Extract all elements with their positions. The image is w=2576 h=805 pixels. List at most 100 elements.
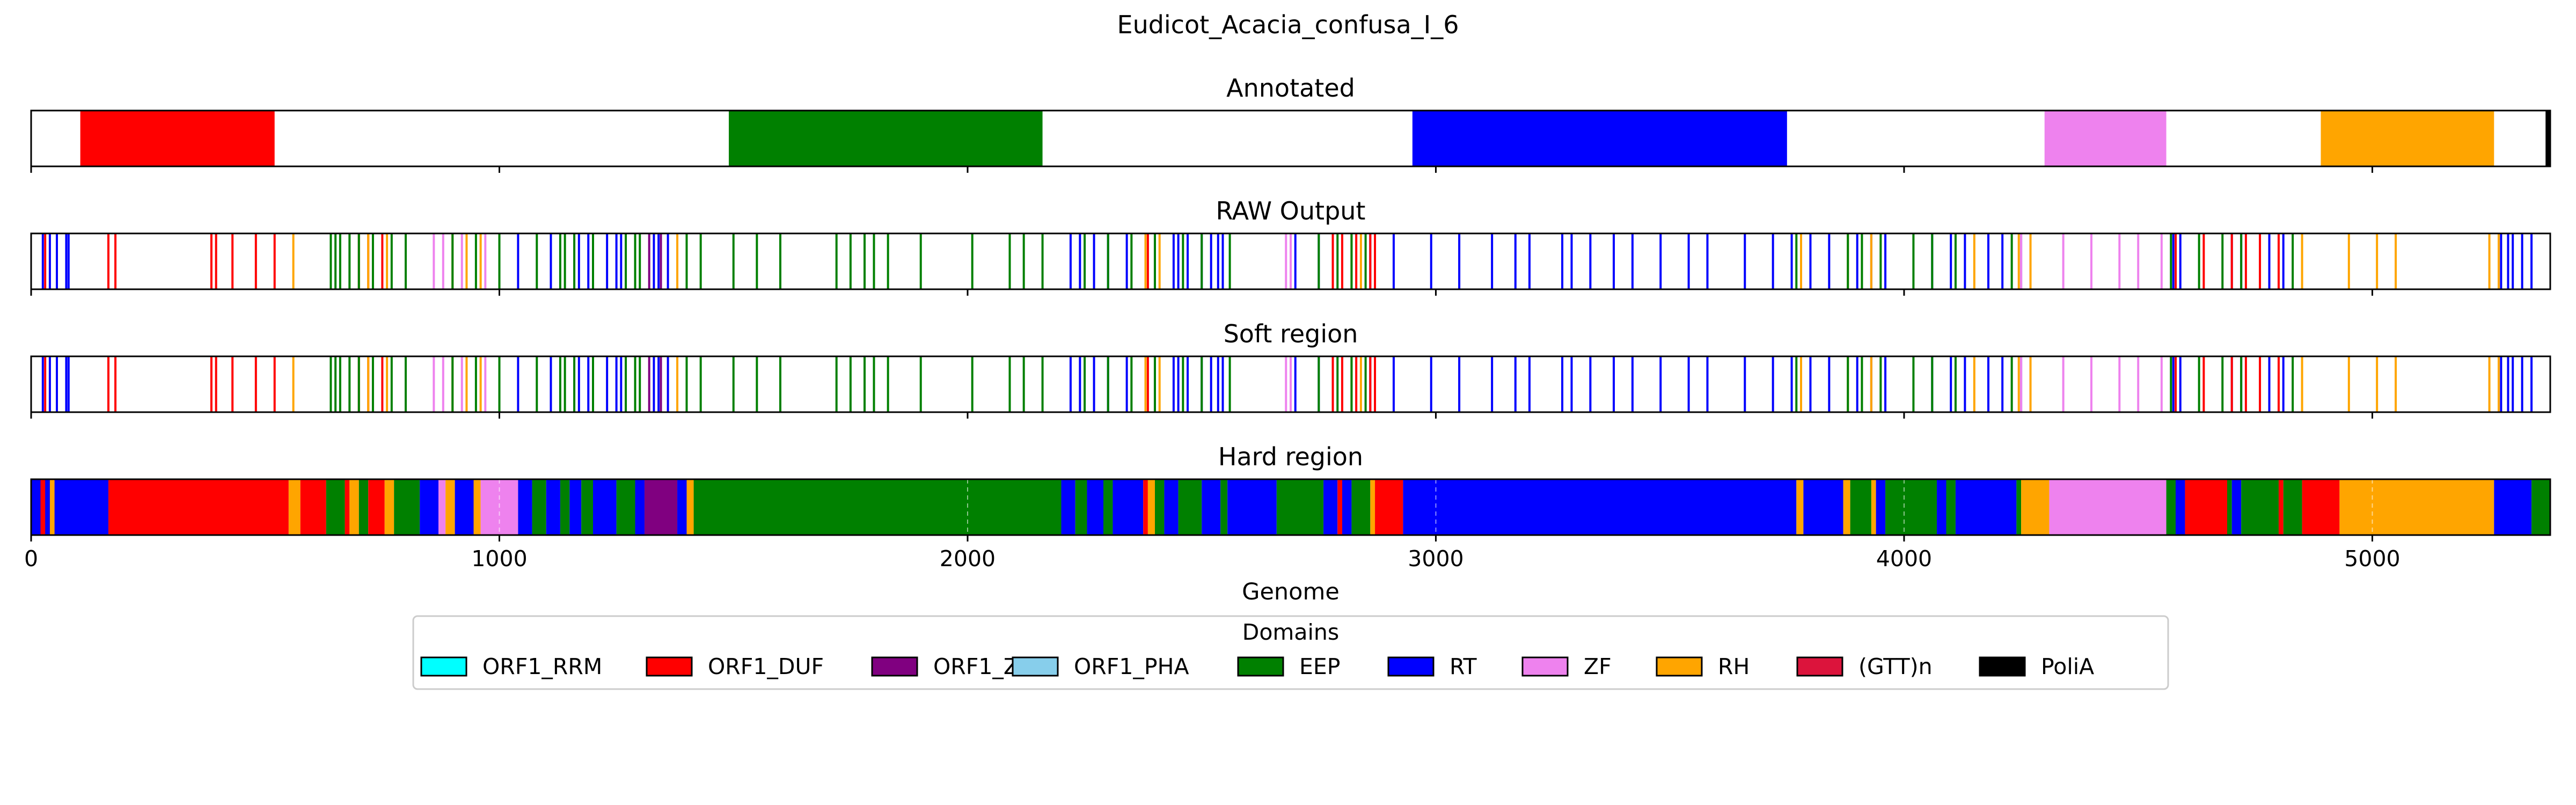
domain-segment-rt (420, 479, 439, 535)
domain-segment-rt (1803, 479, 1843, 535)
domain-segment-eep (1850, 479, 1871, 535)
domain-segment-eep (1276, 479, 1324, 535)
domain-segment-eep (532, 479, 546, 535)
legend-item: RH (1656, 654, 1750, 679)
domain-segment-rt (1937, 479, 1946, 535)
legend-label: ORF1_PHA (1074, 654, 1189, 679)
domain-segment-orf1-duf (368, 479, 385, 535)
panel-frame (30, 109, 2551, 167)
domain-segment-rt (1876, 479, 1886, 535)
legend-label: RT (1450, 654, 1477, 679)
domain-segment-eep (1178, 479, 1202, 535)
domain-segment-eep (693, 479, 1062, 535)
domain-segment-orf1-duf (2185, 479, 2227, 535)
domain-segment-orf1-duf (2278, 479, 2284, 535)
domain-segment-orf1-duf (1375, 479, 1403, 535)
legend-label: ZF (1584, 654, 1612, 679)
legend-label: RH (1718, 654, 1750, 679)
legend-items: ORF1_RRM ORF1_DUF ORF1_Zf ORF1_PHA EEP RT ZF RH… (420, 654, 2094, 679)
legend-item: ORF1_DUF (646, 654, 824, 679)
domain-segment-orf1-duf (1337, 479, 1342, 535)
domain-segment-eep (2241, 479, 2279, 535)
domain-segment-rt (1164, 479, 1179, 535)
domain-segment-rt (592, 479, 617, 535)
domain-segment-eep (358, 479, 369, 535)
panel-title: Hard region (1218, 442, 1363, 471)
domain-segment-rh (473, 479, 481, 535)
legend-label: (GTT)n (1858, 654, 1933, 679)
domain-segment-rt (1113, 479, 1144, 535)
panel-title: Soft region (1224, 319, 1358, 348)
x-tick-label: 5000 (2344, 546, 2400, 572)
legend-item: ZF (1521, 654, 1612, 679)
x-tick-label: 3000 (1408, 546, 1463, 572)
domain-segment-rh (1843, 479, 1850, 535)
panel-title: RAW Output (1216, 196, 1366, 225)
domain-segment-eep (1946, 479, 1956, 535)
legend-swatch (1387, 656, 1435, 677)
domain-segment-rt (1403, 479, 1797, 535)
domain-segment-rt (2494, 479, 2532, 535)
domain-segment-orf1-duf (80, 111, 275, 166)
domain-segment-eep (1885, 479, 1937, 535)
track-panel: Hard region 0 1000 2000 3000 4000 5000 (24, 442, 2551, 572)
legend-label: EEP (1299, 654, 1341, 679)
track-panels: Annotated RAW Output Soft region Hard regio… (24, 74, 2551, 572)
domain-segment-rh (1147, 479, 1155, 535)
domain-segment-rh (349, 479, 359, 535)
domain-segment-rt (1342, 479, 1352, 535)
domain-segment-rh (1370, 479, 1375, 535)
legend-frame (412, 615, 2169, 690)
domain-segment-eep (729, 111, 1043, 166)
x-tick-label: 2000 (940, 546, 996, 572)
domain-segment-rh (2021, 479, 2050, 535)
legend-label: ORF1_DUF (708, 654, 824, 679)
domain-segment-rh (445, 479, 455, 535)
panel-frame (30, 355, 2551, 413)
legend-item: PoliA (1979, 654, 2094, 679)
figure-title: Eudicot_Acacia_confusa_I_6 (1117, 10, 1459, 39)
domain-segment-zf (2049, 479, 2167, 535)
domain-segment-orf1-duf (1143, 479, 1148, 535)
domain-segment-eep (2531, 479, 2550, 535)
domain-segment-rh (1871, 479, 1876, 535)
x-tick-label: 0 (24, 546, 38, 572)
domain-segment-rh (49, 479, 55, 535)
domain-segment-eep (616, 479, 635, 535)
legend-swatch (871, 656, 918, 677)
legend-item: ORF1_PHA (1012, 654, 1189, 679)
domain-segment-eep (581, 479, 593, 535)
legend-label: ORF1_RRM (482, 654, 602, 679)
legend-swatch (1012, 656, 1059, 677)
legend-swatch (1979, 656, 2026, 677)
domain-segment-rt (677, 479, 687, 535)
domain-segment-eep (1154, 479, 1165, 535)
domain-segment-eep (560, 479, 570, 535)
track-panel: Annotated (30, 74, 2551, 173)
domain-segment-eep (1103, 479, 1113, 535)
domain-segment-rh (686, 479, 694, 535)
domain-segment-rh (1796, 479, 1804, 535)
legend-item: EEP (1237, 654, 1341, 679)
x-tick-label: 1000 (471, 546, 527, 572)
x-axis-label: Genome (1242, 579, 1340, 605)
domain-segment-rt (635, 479, 645, 535)
legend-item: RT (1387, 654, 1477, 679)
domain-segment-eep (394, 479, 420, 535)
legend-swatch (1237, 656, 1284, 677)
panel-title: Annotated (1226, 74, 1355, 103)
domain-segment-eep (2166, 479, 2176, 535)
domain-segment-zf (2044, 111, 2167, 166)
panel-frame (30, 478, 2551, 536)
legend-item: ORF1_RRM (420, 654, 602, 679)
panel-plot-area (41, 356, 2533, 412)
domain-segment-orf1-duf (345, 479, 350, 535)
domain-segment-rt (1323, 479, 1338, 535)
legend-label: PoliA (2041, 654, 2094, 679)
panel-frame (30, 232, 2551, 290)
domain-segment-eep (1075, 479, 1087, 535)
legend-item: (GTT)n (1796, 654, 1933, 679)
domain-segment-rh (2339, 479, 2494, 535)
domain-segment-orf1-duf (40, 479, 46, 535)
